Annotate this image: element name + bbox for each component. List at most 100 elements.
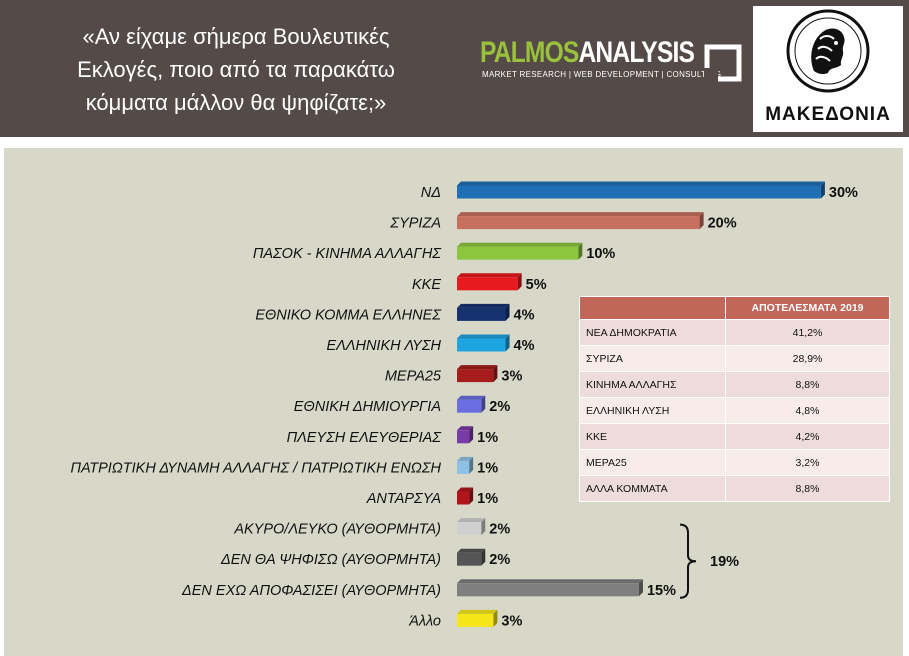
header-banner: «Αν είχαμε σήμερα Βουλευτικές Εκλογές, π… [0, 0, 909, 137]
table-pct: 3,2% [725, 449, 890, 476]
alexander-coin-icon [786, 9, 870, 93]
bar [457, 613, 494, 627]
bar-side [469, 426, 474, 444]
bar-side [578, 242, 583, 260]
bar-side [517, 273, 522, 291]
newspaper-name: ΜΑΚΕΔΟΝΙΑ [765, 104, 891, 125]
bar [457, 552, 482, 566]
bar-top [457, 426, 474, 431]
category-label: ΠΛΕΥΣΗ ΕΛΕΥΘΕΡΙΑΣ [287, 430, 443, 446]
value-label: 1% [477, 491, 498, 507]
table-party: ΑΛΛΑ ΚΟΜΜΑΤΑ [579, 475, 726, 502]
value-label: 15% [647, 583, 676, 599]
bar-top [457, 518, 486, 523]
bar-top [457, 273, 522, 278]
bar-side [481, 548, 486, 566]
bar [457, 491, 470, 505]
table-pct: 8,8% [725, 371, 890, 398]
bar-top [457, 456, 474, 461]
bar [457, 522, 482, 536]
bar-side [638, 579, 643, 597]
value-label: 2% [489, 522, 510, 538]
bar [457, 338, 506, 352]
question-line: κόμματα μάλλον θα ψηφίζατε;» [85, 90, 387, 115]
table-row: ΜΕΡΑ25 3,2% [579, 449, 890, 476]
question-line: «Αν είχαμε σήμερα Βουλευτικές [82, 24, 390, 49]
bar [457, 369, 494, 383]
bar-top [457, 303, 510, 308]
table-header-blank [579, 296, 726, 320]
table-pct: 8,8% [725, 475, 890, 502]
category-label: ΑΝΤΑΡΣΥΑ [366, 491, 441, 507]
value-label: 30% [829, 185, 858, 201]
category-label: ΣΥΡΙΖΑ [389, 216, 441, 232]
value-label: 2% [489, 399, 510, 415]
value-label: 4% [514, 307, 535, 323]
bar [457, 277, 518, 291]
bar-top [457, 609, 498, 614]
bar-side [481, 395, 486, 413]
bar-side [481, 518, 486, 536]
value-label: 5% [526, 277, 547, 293]
table-row: ΕΛΛΗΝΙΚΗ ΛΥΣΗ 4,8% [579, 397, 890, 424]
bar-side [505, 334, 510, 352]
table-row: ΝΕΑ ΔΗΜΟΚΡΑΤΙΑ 41,2% [579, 319, 890, 346]
bar-top [457, 548, 486, 553]
category-label: ΝΔ [421, 185, 441, 201]
table-row: ΚΚΕ 4,2% [579, 423, 890, 450]
bar [457, 216, 700, 230]
table-row: ΚΙΝΗΜΑ ΑΛΛΑΓΗΣ 8,8% [579, 371, 890, 398]
bar [457, 246, 579, 260]
value-label: 1% [477, 430, 498, 446]
bar-top [457, 487, 474, 492]
bar-side [505, 303, 510, 321]
table-party: ΣΥΡΙΖΑ [579, 345, 726, 372]
category-label: ΠΑΣΟΚ - ΚΙΝΗΜΑ ΑΛΛΑΓΗΣ [253, 246, 442, 262]
chart-panel: ΝΔ 30% ΣΥΡΙΖΑ 20% ΠΑΣΟΚ - ΚΙΝΗΜΑ ΑΛΛΑΓΗΣ 10% Κ… [4, 148, 903, 656]
bar-side [699, 212, 704, 230]
table-pct: 4,2% [725, 423, 890, 450]
group-total-label: 19% [710, 554, 739, 570]
category-label: Άλλο [408, 613, 441, 629]
brand-name-part1: PALMOS [480, 36, 579, 69]
table-party: ΝΕΑ ΔΗΜΟΚΡΑΤΙΑ [579, 319, 726, 346]
category-label: ΔΕΝ ΘΑ ΨΗΦΙΣΩ (ΑΥΘΟΡΜΗΤΑ) [220, 552, 441, 568]
table-party: ΚΚΕ [579, 423, 726, 450]
table-row: ΑΛΛΑ ΚΟΜΜΑΤΑ 8,8% [579, 475, 890, 502]
category-label: ΕΛΛΗΝΙΚΗ ΛΥΣΗ [326, 338, 441, 354]
makedonia-logo: ΜΑΚΕΔΟΝΙΑ [753, 6, 903, 132]
value-label: 2% [489, 552, 510, 568]
bar-side [469, 487, 474, 505]
bar [457, 307, 506, 321]
category-label: ΜΕΡΑ25 [385, 369, 442, 385]
category-label: ΑΚΥΡΟ/ΛΕΥΚΟ (ΑΥΘΟΡΜΗΤΑ) [233, 522, 441, 538]
palmos-analysis-logo: PALMOSANALYSIS MARKET RESEARCH | WEB DEV… [478, 36, 748, 96]
bar [457, 430, 470, 444]
bar-top [457, 334, 510, 339]
bar-top [457, 579, 643, 584]
value-label: 20% [708, 216, 737, 232]
category-label: ΚΚΕ [412, 277, 441, 293]
category-label: ΔΕΝ ΕΧΩ ΑΠΟΦΑΣΙΣΕΙ (ΑΥΘΟΡΜΗΤΑ) [181, 583, 441, 599]
category-label: ΕΘΝΙΚΟ ΚΟΜΜΑ ΕΛΛΗΝΕΣ [255, 307, 442, 323]
brand-mark-icon [704, 44, 742, 82]
category-label: ΕΘΝΙΚΗ ΔΗΜΙΟΥΡΓΙΑ [294, 399, 441, 415]
bar-side [493, 609, 498, 627]
table-party: ΕΛΛΗΝΙΚΗ ΛΥΣΗ [579, 397, 726, 424]
bar-chart: ΝΔ 30% ΣΥΡΙΖΑ 20% ΠΑΣΟΚ - ΚΙΝΗΜΑ ΑΛΛΑΓΗΣ 10% Κ… [70, 181, 858, 629]
value-label: 3% [501, 613, 522, 629]
results-2019-table: ΑΠΟΤΕΛΕΣΜΑΤΑ 2019 ΝΕΑ ΔΗΜΟΚΡΑΤΙΑ 41,2% ΣΥ… [579, 296, 890, 502]
bar [457, 583, 639, 597]
bar [457, 185, 821, 199]
table-pct: 4,8% [725, 397, 890, 424]
table-party: ΜΕΡΑ25 [579, 449, 726, 476]
table-pct: 41,2% [725, 319, 890, 346]
bar [457, 399, 482, 413]
table-party: ΚΙΝΗΜΑ ΑΛΛΑΓΗΣ [579, 371, 726, 398]
bar-side [493, 365, 498, 383]
category-label: ΠΑΤΡΙΩΤΙΚΗ ΔΥΝΑΜΗ ΑΛΛΑΓΗΣ / ΠΑΤΡΙΩΤΙΚΗ Ε… [70, 460, 441, 476]
value-label: 10% [586, 246, 615, 262]
bar [457, 460, 470, 474]
brand-name-part2: ANALYSIS [578, 36, 695, 69]
table-pct: 28,9% [725, 345, 890, 372]
